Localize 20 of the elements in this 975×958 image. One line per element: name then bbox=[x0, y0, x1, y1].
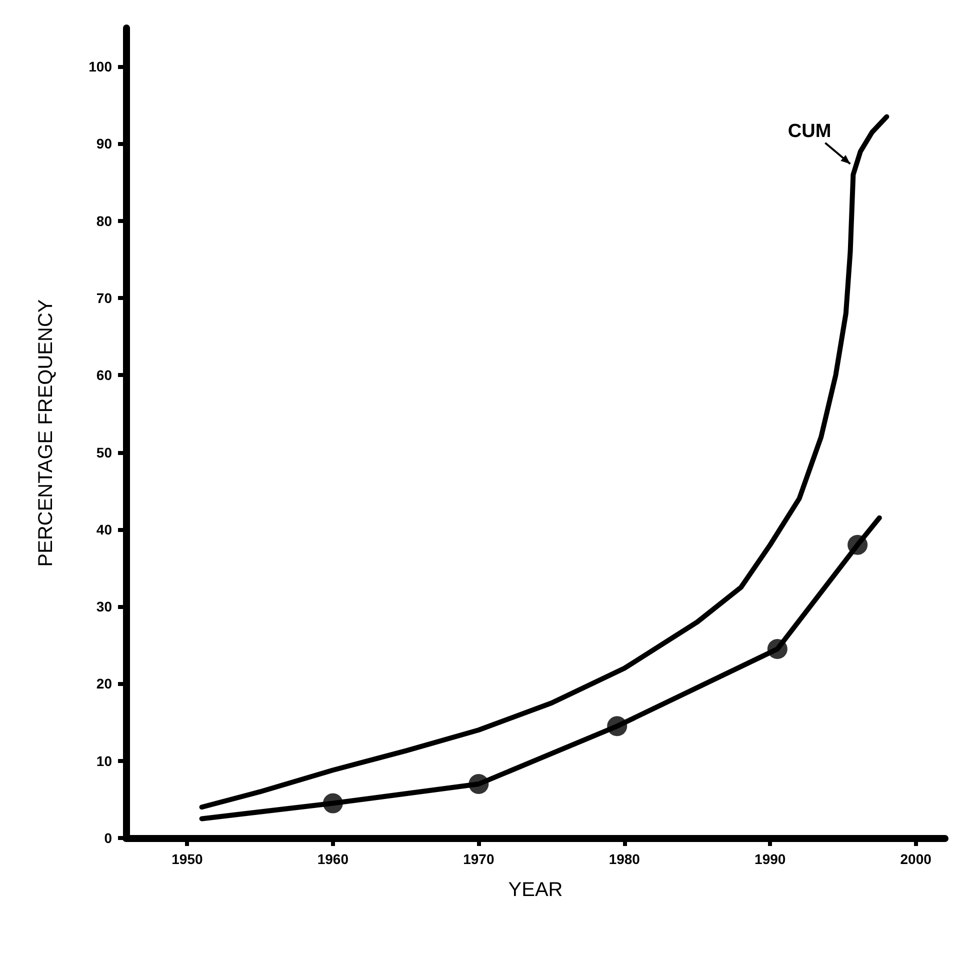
annotation: CUM bbox=[788, 120, 832, 142]
y-tick-label: 70 bbox=[96, 290, 112, 306]
y-tick-label: 0 bbox=[104, 830, 112, 846]
y-tick-label: 80 bbox=[96, 212, 112, 229]
y-tick-label: 10 bbox=[96, 752, 112, 769]
y-tick-label: 100 bbox=[88, 58, 112, 75]
y-tick-label: 30 bbox=[96, 598, 112, 615]
x-tick-label: 1950 bbox=[172, 851, 203, 867]
y-tick-label: 40 bbox=[96, 521, 112, 538]
x-tick-label: 1980 bbox=[608, 851, 640, 867]
y-tick-label: 60 bbox=[96, 367, 112, 384]
x-tick-label: 1970 bbox=[463, 851, 494, 867]
x-axis-title: YEAR bbox=[508, 879, 563, 901]
x-tick-label: 1990 bbox=[754, 851, 786, 867]
y-tick-label: 50 bbox=[96, 444, 112, 460]
x-tick-label: 1960 bbox=[317, 851, 349, 867]
y-axis-title: PERCENTAGE FREQUENCY bbox=[35, 299, 57, 567]
y-tick-label: 20 bbox=[96, 676, 112, 692]
x-tick-label: 2000 bbox=[900, 851, 932, 867]
y-tick-label: 90 bbox=[96, 136, 112, 152]
